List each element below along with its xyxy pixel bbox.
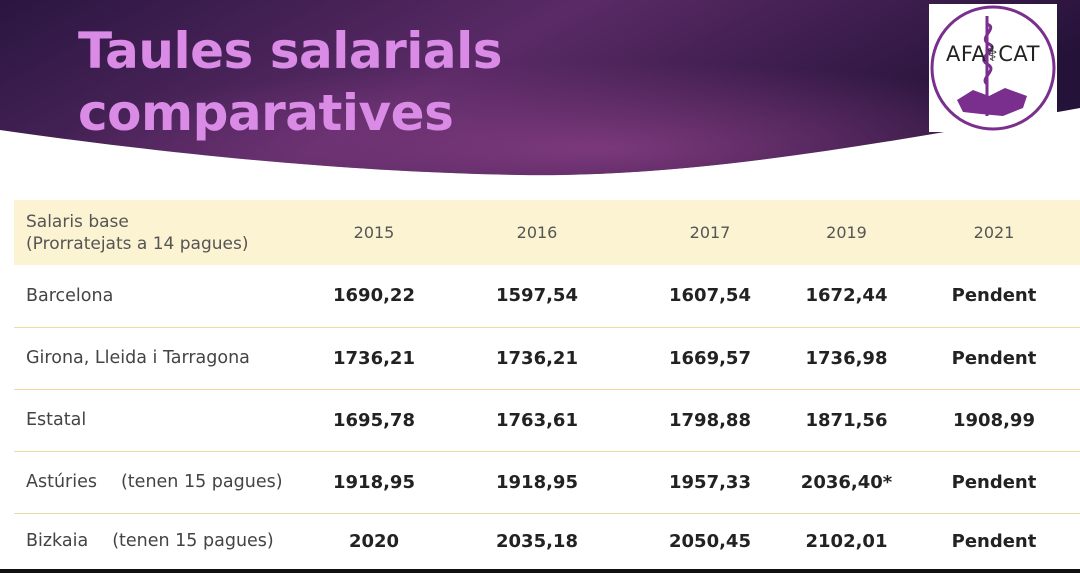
- value-cell: 2036,40*: [800, 471, 893, 493]
- header-label-line-2: (Prorratejats a 14 pagues): [26, 233, 249, 254]
- value-cell: Pendent: [951, 285, 1037, 307]
- region-cell: Barcelona: [14, 265, 309, 327]
- value-cell: 1690,22: [333, 285, 415, 307]
- year-header: 2015: [353, 223, 395, 242]
- value-cell: Pendent: [951, 471, 1037, 493]
- table-row: Astúries (tenen 15 pagues) 1918,95 1918,9…: [14, 451, 1080, 513]
- logo-emblem-icon: [930, 5, 1056, 131]
- region-cell: Girona, Lleida i Tarragona: [14, 327, 309, 389]
- bottom-border: [0, 569, 1080, 573]
- value-cell: 1607,54: [669, 285, 751, 307]
- value-cell: 2050,45: [669, 530, 751, 552]
- year-header: 2016: [516, 223, 558, 242]
- page-title: Taules salarials comparatives: [78, 20, 503, 144]
- value-cell: 1908,99: [953, 409, 1035, 431]
- region-note: (tenen 15 pagues): [112, 531, 274, 552]
- value-cell: 2035,18: [496, 530, 578, 552]
- table-row: Estatal 1695,78 1763,61 1798,88 1871,56 …: [14, 389, 1080, 451]
- value-cell: Pendent: [951, 347, 1037, 369]
- logo-text: AFA⚕CAT: [946, 42, 1040, 66]
- year-header: 2017: [689, 223, 731, 242]
- header-label: Salaris base (Prorratejats a 14 pagues): [14, 200, 309, 265]
- region-note: (tenen 15 pagues): [120, 472, 283, 492]
- value-cell: 1918,95: [496, 471, 578, 493]
- table-row: Bizkaia (tenen 15 pagues) 2020 2035,18 20…: [14, 513, 1080, 569]
- value-cell: 1871,56: [805, 409, 888, 431]
- value-cell: 1672,44: [805, 285, 888, 307]
- value-cell: 2020: [348, 530, 400, 552]
- value-cell: 1669,57: [669, 347, 751, 369]
- region-name: Bizkaia: [26, 531, 89, 552]
- value-cell: 1695,78: [333, 409, 415, 431]
- value-cell: Pendent: [951, 530, 1037, 552]
- header-banner: [0, 0, 1080, 176]
- region-cell: Astúries (tenen 15 pagues): [14, 451, 309, 513]
- table-row: Girona, Lleida i Tarragona 1736,21 1736,…: [14, 327, 1080, 389]
- region-name: Barcelona: [26, 285, 114, 306]
- region-name: Girona, Lleida i Tarragona: [26, 348, 250, 368]
- table-header-row: Salaris base (Prorratejats a 14 pagues) …: [14, 200, 1080, 265]
- value-cell: 1736,21: [333, 347, 415, 369]
- year-header: 2021: [973, 223, 1015, 242]
- value-cell: 1918,95: [333, 471, 415, 493]
- value-cell: 1957,33: [669, 471, 751, 493]
- title-line-1: Taules salarials: [78, 22, 503, 80]
- year-header: 2019: [826, 223, 867, 242]
- region-cell: Bizkaia (tenen 15 pagues): [14, 513, 309, 569]
- region-name: Astúries: [26, 472, 97, 492]
- value-cell: 1798,88: [669, 409, 751, 431]
- afascat-logo: AFA⚕CAT: [929, 4, 1057, 132]
- value-cell: 1736,98: [805, 347, 888, 369]
- value-cell: 1763,61: [496, 409, 578, 431]
- header-label-line-1: Salaris base: [26, 211, 129, 232]
- value-cell: 1736,21: [496, 347, 578, 369]
- region-name: Estatal: [26, 410, 87, 430]
- region-cell: Estatal: [14, 389, 309, 451]
- title-line-2: comparatives: [78, 84, 454, 142]
- value-cell: 2102,01: [805, 530, 888, 552]
- table-row: Barcelona 1690,22 1597,54 1607,54 1672,4…: [14, 265, 1080, 327]
- value-cell: 1597,54: [496, 285, 578, 307]
- salary-table: Salaris base (Prorratejats a 14 pagues) …: [14, 200, 1080, 569]
